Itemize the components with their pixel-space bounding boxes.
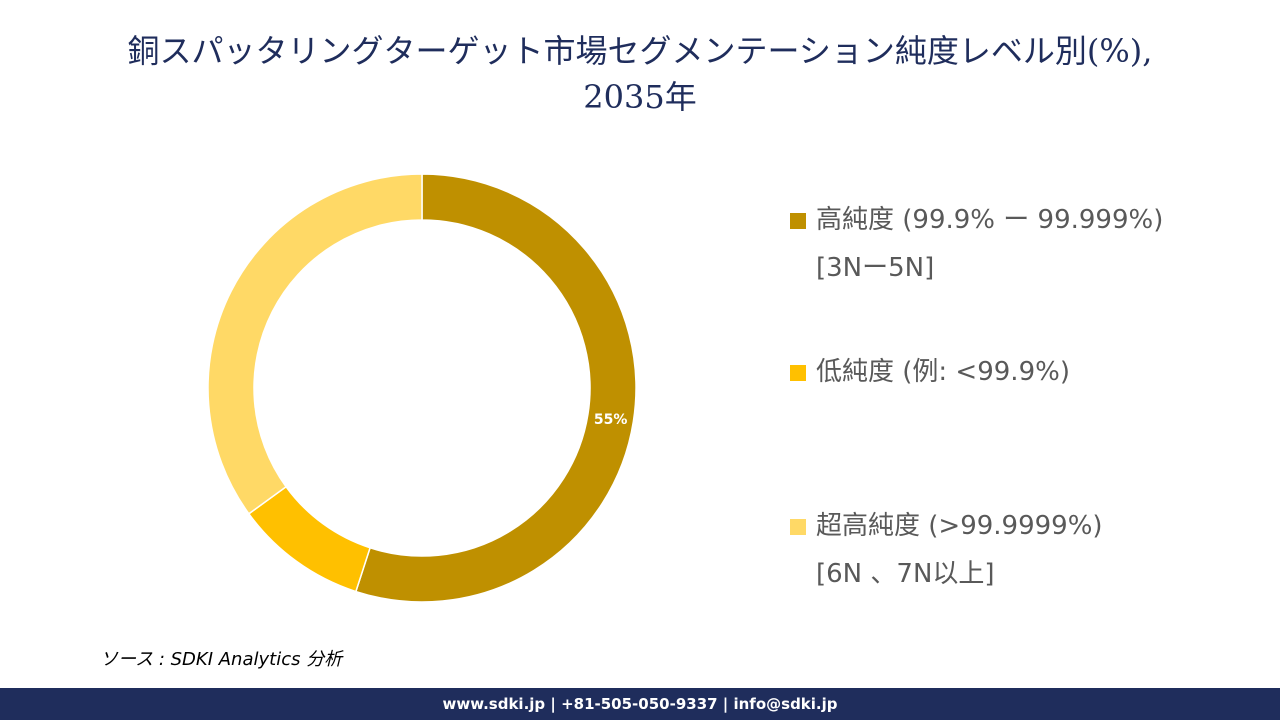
donut-segment <box>207 173 423 515</box>
chart-title: 銅スパッタリングターゲット市場セグメンテーション純度レベル別(%), 2035年 <box>127 32 1153 116</box>
donut-segment <box>247 485 372 593</box>
legend-label: 低純度 (例: <99.9%) <box>816 357 1070 387</box>
data-label: 55% <box>594 412 628 428</box>
legend-label: 超高純度 (>99.9999%) [6N 、7N以上] <box>816 511 1103 589</box>
donut-segment <box>354 173 637 603</box>
legend-label: 高純度 (99.9% ー 99.999%) [3Nー5N] <box>816 205 1164 283</box>
footer: www.sdki.jp | +81-505-050-9337 | info@sd… <box>0 688 1280 720</box>
legend-swatch <box>790 365 806 381</box>
source: ソース : SDKI Analytics 分析 <box>100 649 343 670</box>
legend-swatch <box>790 213 806 229</box>
legend-swatch <box>790 519 806 535</box>
